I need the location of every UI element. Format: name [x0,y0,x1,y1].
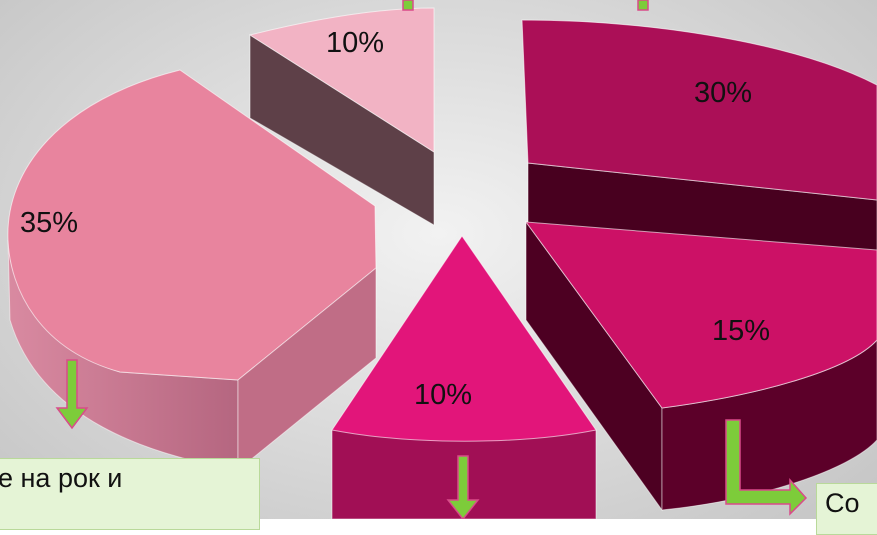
pie-slice-35 [7,69,377,472]
callout-right-text: Co [825,488,860,518]
down-arrow-icon [446,455,480,519]
label-35: 35% [20,207,78,239]
slice-35-front [237,266,377,472]
slice-15-face [524,221,877,409]
slice-35-face [7,69,377,381]
label-10-top: 10% [326,27,384,59]
bent-arrow-icon [725,419,808,516]
down-arrow-icon [55,359,89,430]
label-15: 15% [712,315,770,347]
slice-10-top-face [248,7,435,153]
down-arrow-icon [402,0,414,11]
slice-10-bottom-face [331,235,597,442]
slice-30-face [521,19,877,201]
label-10-bottom: 10% [414,379,472,411]
pie-slice-10-top [248,7,435,226]
pie-slice-15 [524,220,877,512]
label-30: 30% [694,77,752,109]
callout-left: вање на рок и [0,458,260,530]
down-arrow-icon [637,0,649,11]
callout-left-text: вање на рок и [0,463,123,493]
pie-chart: 35% 10% 30% 15% 10% [7,0,877,519]
callout-right: Co [816,483,877,535]
